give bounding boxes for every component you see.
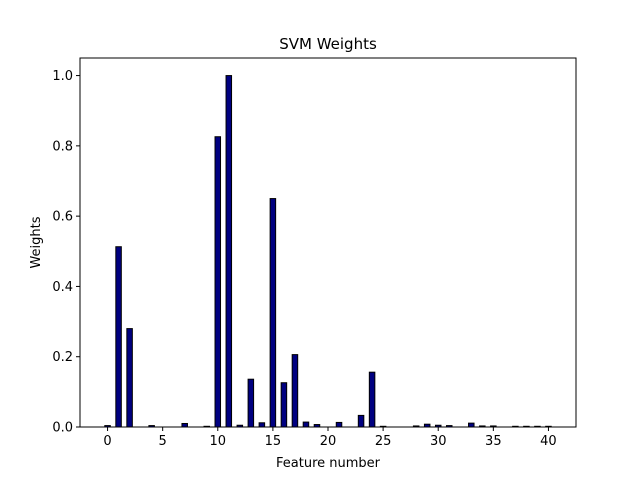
bar-2 (126, 328, 133, 428)
y-tick-label: 0.8 (52, 139, 73, 154)
plot-frame (79, 57, 577, 428)
y-tick-label: 0.0 (52, 421, 73, 436)
x-tick-label: 30 (430, 434, 447, 449)
bar-11 (225, 75, 233, 428)
bar-21 (335, 421, 343, 428)
y-tick-label: 1.0 (52, 69, 73, 84)
bar-15 (269, 198, 277, 428)
x-axis-label: Feature number (276, 456, 381, 471)
y-axis-label: Weights (29, 216, 44, 268)
y-tick-label: 0.6 (52, 210, 73, 225)
y-tick-label: 0.4 (52, 280, 73, 295)
x-tick-label: 0 (103, 434, 111, 449)
bar-33 (468, 422, 475, 428)
bar-13 (247, 378, 255, 428)
y-tick-label: 0.2 (52, 350, 73, 365)
bar-18 (302, 421, 310, 428)
bar-17 (291, 354, 299, 428)
x-tick-label: 35 (485, 434, 502, 449)
x-tick-label: 5 (159, 434, 167, 449)
y-axis-ticks: 0.0 0.2 0.4 0.6 0.8 1.0 (52, 69, 80, 436)
bars (104, 75, 552, 428)
bar-16 (280, 382, 288, 428)
x-tick-label: 10 (210, 434, 227, 449)
x-tick-label: 15 (265, 434, 282, 449)
bar-23 (357, 414, 365, 428)
bar-10 (214, 136, 222, 428)
x-axis-ticks: 0 5 10 15 20 25 30 35 40 (103, 427, 557, 449)
x-tick-label: 40 (540, 434, 557, 449)
bar-7 (181, 422, 188, 428)
bar-14 (258, 422, 266, 428)
bar-1 (115, 246, 122, 428)
x-tick-label: 25 (375, 434, 392, 449)
bar-24 (368, 371, 376, 428)
x-tick-label: 20 (320, 434, 337, 449)
chart-title: SVM Weights (279, 35, 377, 53)
